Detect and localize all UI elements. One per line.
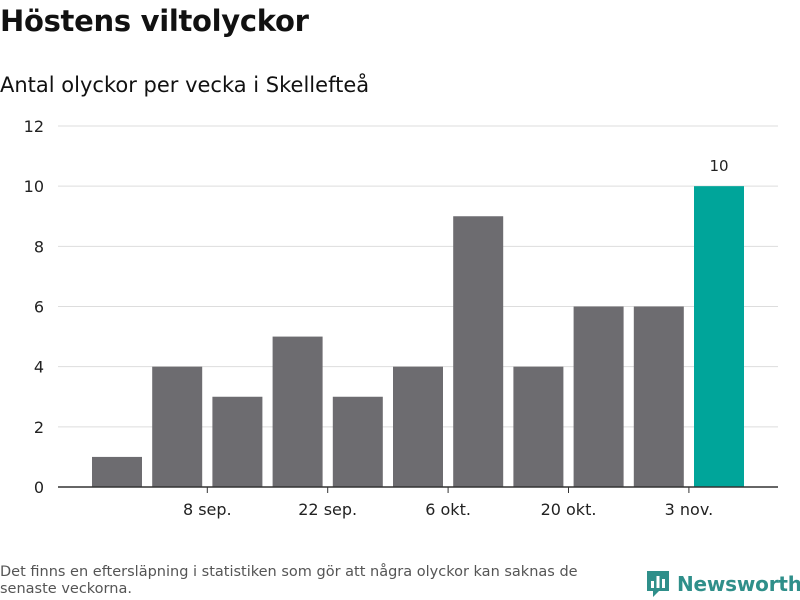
brand-name: Newsworthy [677,572,800,596]
bar [393,366,443,487]
x-tick-label: 20 okt. [541,500,597,519]
y-tick-label: 12 [24,117,44,136]
newsworthy-logo[interactable]: Newsworthy [645,568,800,600]
bar [573,306,624,487]
y-tick-label: 10 [24,177,44,196]
bar-chart-logo-icon [647,571,669,597]
x-tick-label: 22 sep. [298,500,357,519]
bar [152,366,203,487]
x-axis: 8 sep. 22 sep. 6 okt. 20 okt. 3 nov. [58,486,778,519]
bar [212,396,263,487]
bar [272,336,323,487]
x-tick-label: 3 nov. [665,500,714,519]
x-tick-label: 6 okt. [425,500,471,519]
bar [332,396,383,487]
bar-highlighted [694,186,744,487]
footnote: Det finns en eftersläpning i statistiken… [0,564,578,597]
y-tick-label: 4 [34,358,44,377]
bar [92,456,142,487]
y-tick-label: 2 [34,418,44,437]
bar [513,366,564,487]
bar [633,306,684,487]
y-tick-label: 0 [34,478,44,497]
y-tick-label: 6 [34,298,44,317]
chart-subtitle: Antal olyckor per vecka i Skellefteå [0,73,370,97]
bar-data-label: 10 [709,157,728,175]
y-tick-label: 8 [34,237,44,256]
bar [453,216,504,487]
y-axis-ticks: 0 2 4 6 8 10 12 [24,117,44,497]
chart-title: Höstens viltolyckor [0,4,309,38]
x-tick-label: 8 sep. [183,500,232,519]
bars [92,186,744,487]
bar-chart: 0 2 4 6 8 10 12 10 8 sep. 22 sep. 6 okt. 20 okt. 3… [24,117,778,519]
bar-data-labels: 10 [709,157,728,175]
